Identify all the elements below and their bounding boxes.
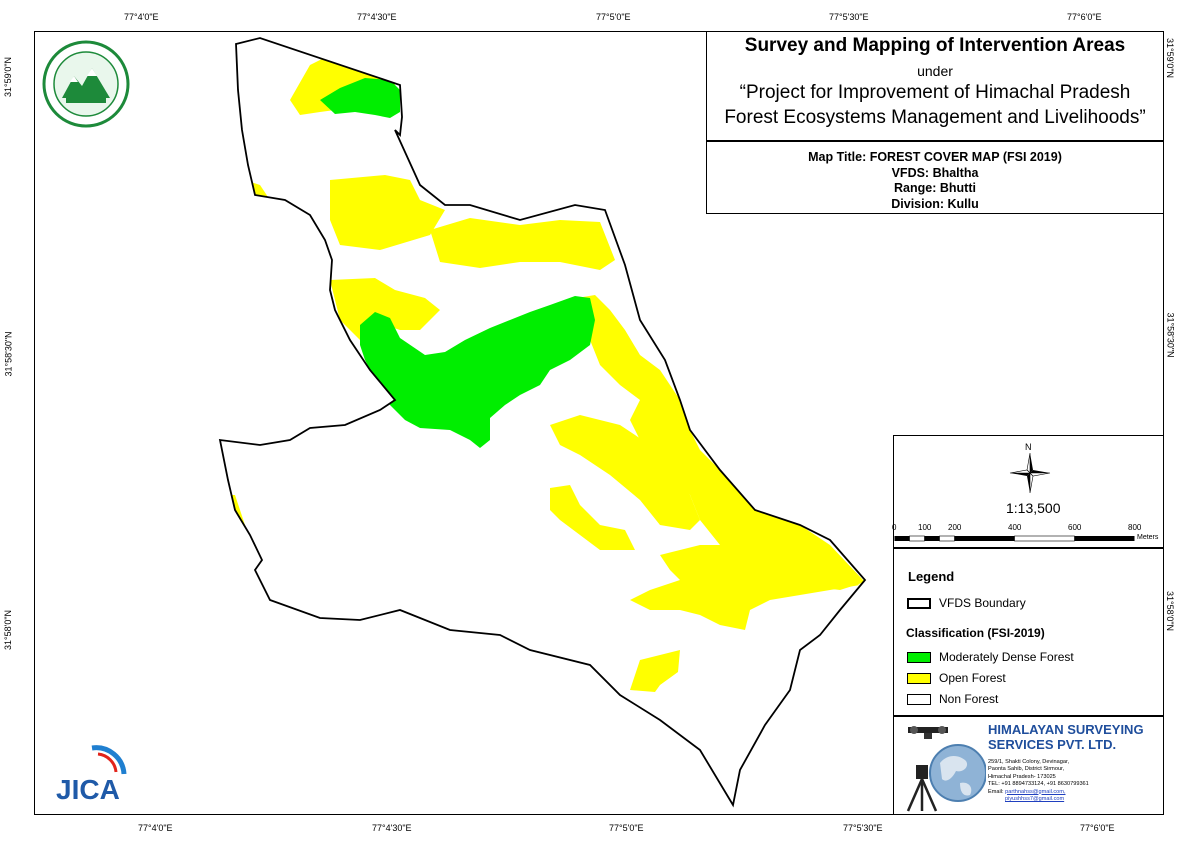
- legend-non-forest-label: Non Forest: [939, 692, 999, 706]
- legend-classification-title: Classification (FSI-2019): [906, 626, 1045, 640]
- north-label: N: [1025, 442, 1032, 452]
- map-main-title: Survey and Mapping of Intervention Areas: [744, 35, 1126, 56]
- project-title-line2: Forest Ecosystems Management and Livelih…: [724, 107, 1146, 128]
- legend-boundary-label: VFDS Boundary: [939, 596, 1026, 610]
- company-address-2: Paonta Sahib, District Sirmour,: [988, 766, 1065, 773]
- surveying-company-logo: [906, 726, 986, 812]
- graticule-top-2: 77°4'30"E: [357, 12, 397, 22]
- vfds-boundary: [218, 37, 867, 808]
- scale-tick-200: 200: [948, 523, 962, 532]
- division-name: Division: Kullu: [891, 196, 979, 211]
- legend-swatch-boundary: [907, 597, 931, 609]
- title-under: under: [917, 63, 953, 79]
- range-name: Range: Bhutti: [894, 181, 976, 195]
- legend-title: Legend: [908, 569, 955, 584]
- forest-department-logo: [42, 40, 130, 128]
- legend-swatch-open-forest: [907, 672, 931, 684]
- open-forest-patches: [228, 55, 865, 692]
- scale-tick-400: 400: [1008, 523, 1022, 532]
- jica-logo-text: JICA: [56, 774, 120, 804]
- company-tel: TEL: +91 8894733124, +91 8630799361: [988, 781, 1089, 788]
- jica-logo: JICA: [56, 745, 127, 804]
- map-info-box: Map Title: FOREST COVER MAP (FSI 2019) V…: [706, 141, 1164, 214]
- scale-bar: [894, 535, 1135, 542]
- map-title-text: Map Title: FOREST COVER MAP (FSI 2019): [808, 150, 1062, 164]
- company-name-line1: HIMALAYAN SURVEYING: [988, 722, 1144, 737]
- company-email-2[interactable]: piyushhss7@gmail.com: [1005, 796, 1065, 803]
- graticule-bottom-3: 77°5'0"E: [609, 823, 644, 833]
- legend-box: Legend VFDS Boundary Classification (FSI…: [893, 548, 1164, 716]
- legend-swatch-moderately-dense: [907, 651, 931, 663]
- scale-ratio: 1:13,500: [1006, 500, 1061, 516]
- company-name-line2: SERVICES PVT. LTD.: [988, 737, 1117, 752]
- scale-unit: Meters: [1137, 534, 1159, 541]
- moderately-dense-forest-patches: [320, 78, 595, 448]
- company-box: HIMALAYAN SURVEYING SERVICES PVT. LTD. 2…: [893, 716, 1164, 815]
- company-address-3: Himachal Pradesh- 173025: [988, 773, 1056, 780]
- graticule-top-3: 77°5'0"E: [596, 12, 631, 22]
- scale-tick-0: 0: [892, 523, 897, 532]
- graticule-bottom-1: 77°4'0"E: [138, 823, 173, 833]
- legend-swatch-non-forest: [907, 693, 931, 705]
- legend-item-boundary: VFDS Boundary: [907, 596, 1026, 610]
- company-email-1[interactable]: parthnahss@gmail.com,: [1005, 788, 1066, 795]
- company-email-label: Email:: [988, 788, 1004, 795]
- company-email-row: Email: parthnahss@gmail.com,: [988, 789, 1089, 796]
- graticule-top-1: 77°4'0"E: [124, 12, 159, 22]
- scale-tick-800: 800: [1128, 523, 1142, 532]
- graticule-top-4: 77°5'30"E: [829, 12, 869, 22]
- north-arrow-icon: [1009, 452, 1051, 494]
- map-frame: [34, 31, 1164, 815]
- title-box: Survey and Mapping of Intervention Areas…: [706, 31, 1164, 141]
- graticule-bottom-2: 77°4'30"E: [372, 823, 412, 833]
- graticule-top-5: 77°6'0"E: [1067, 12, 1102, 22]
- legend-item-non-forest: Non Forest: [907, 692, 998, 706]
- scale-box: N 1:13,500 0 100 200 400 600 800 Meters: [892, 435, 1164, 548]
- graticule-bottom-5: 77°6'0"E: [1080, 823, 1115, 833]
- legend-open-forest-label: Open Forest: [939, 671, 1006, 685]
- legend-moderately-dense-label: Moderately Dense Forest: [939, 650, 1074, 664]
- legend-item-moderately-dense: Moderately Dense Forest: [907, 650, 1074, 664]
- graticule-bottom-4: 77°5'30"E: [843, 823, 883, 833]
- scale-tick-100: 100: [918, 523, 932, 532]
- legend-item-open-forest: Open Forest: [907, 671, 1006, 685]
- vfds-name: VFDS: Bhaltha: [891, 165, 979, 180]
- project-title-line1: “Project for Improvement of Himachal Pra…: [739, 82, 1131, 103]
- company-contact: 259/1, Shakti Colony, Devinagar, Paonta …: [988, 759, 1089, 803]
- scale-tick-600: 600: [1068, 523, 1082, 532]
- company-address-1: 259/1, Shakti Colony, Devinagar,: [988, 759, 1070, 765]
